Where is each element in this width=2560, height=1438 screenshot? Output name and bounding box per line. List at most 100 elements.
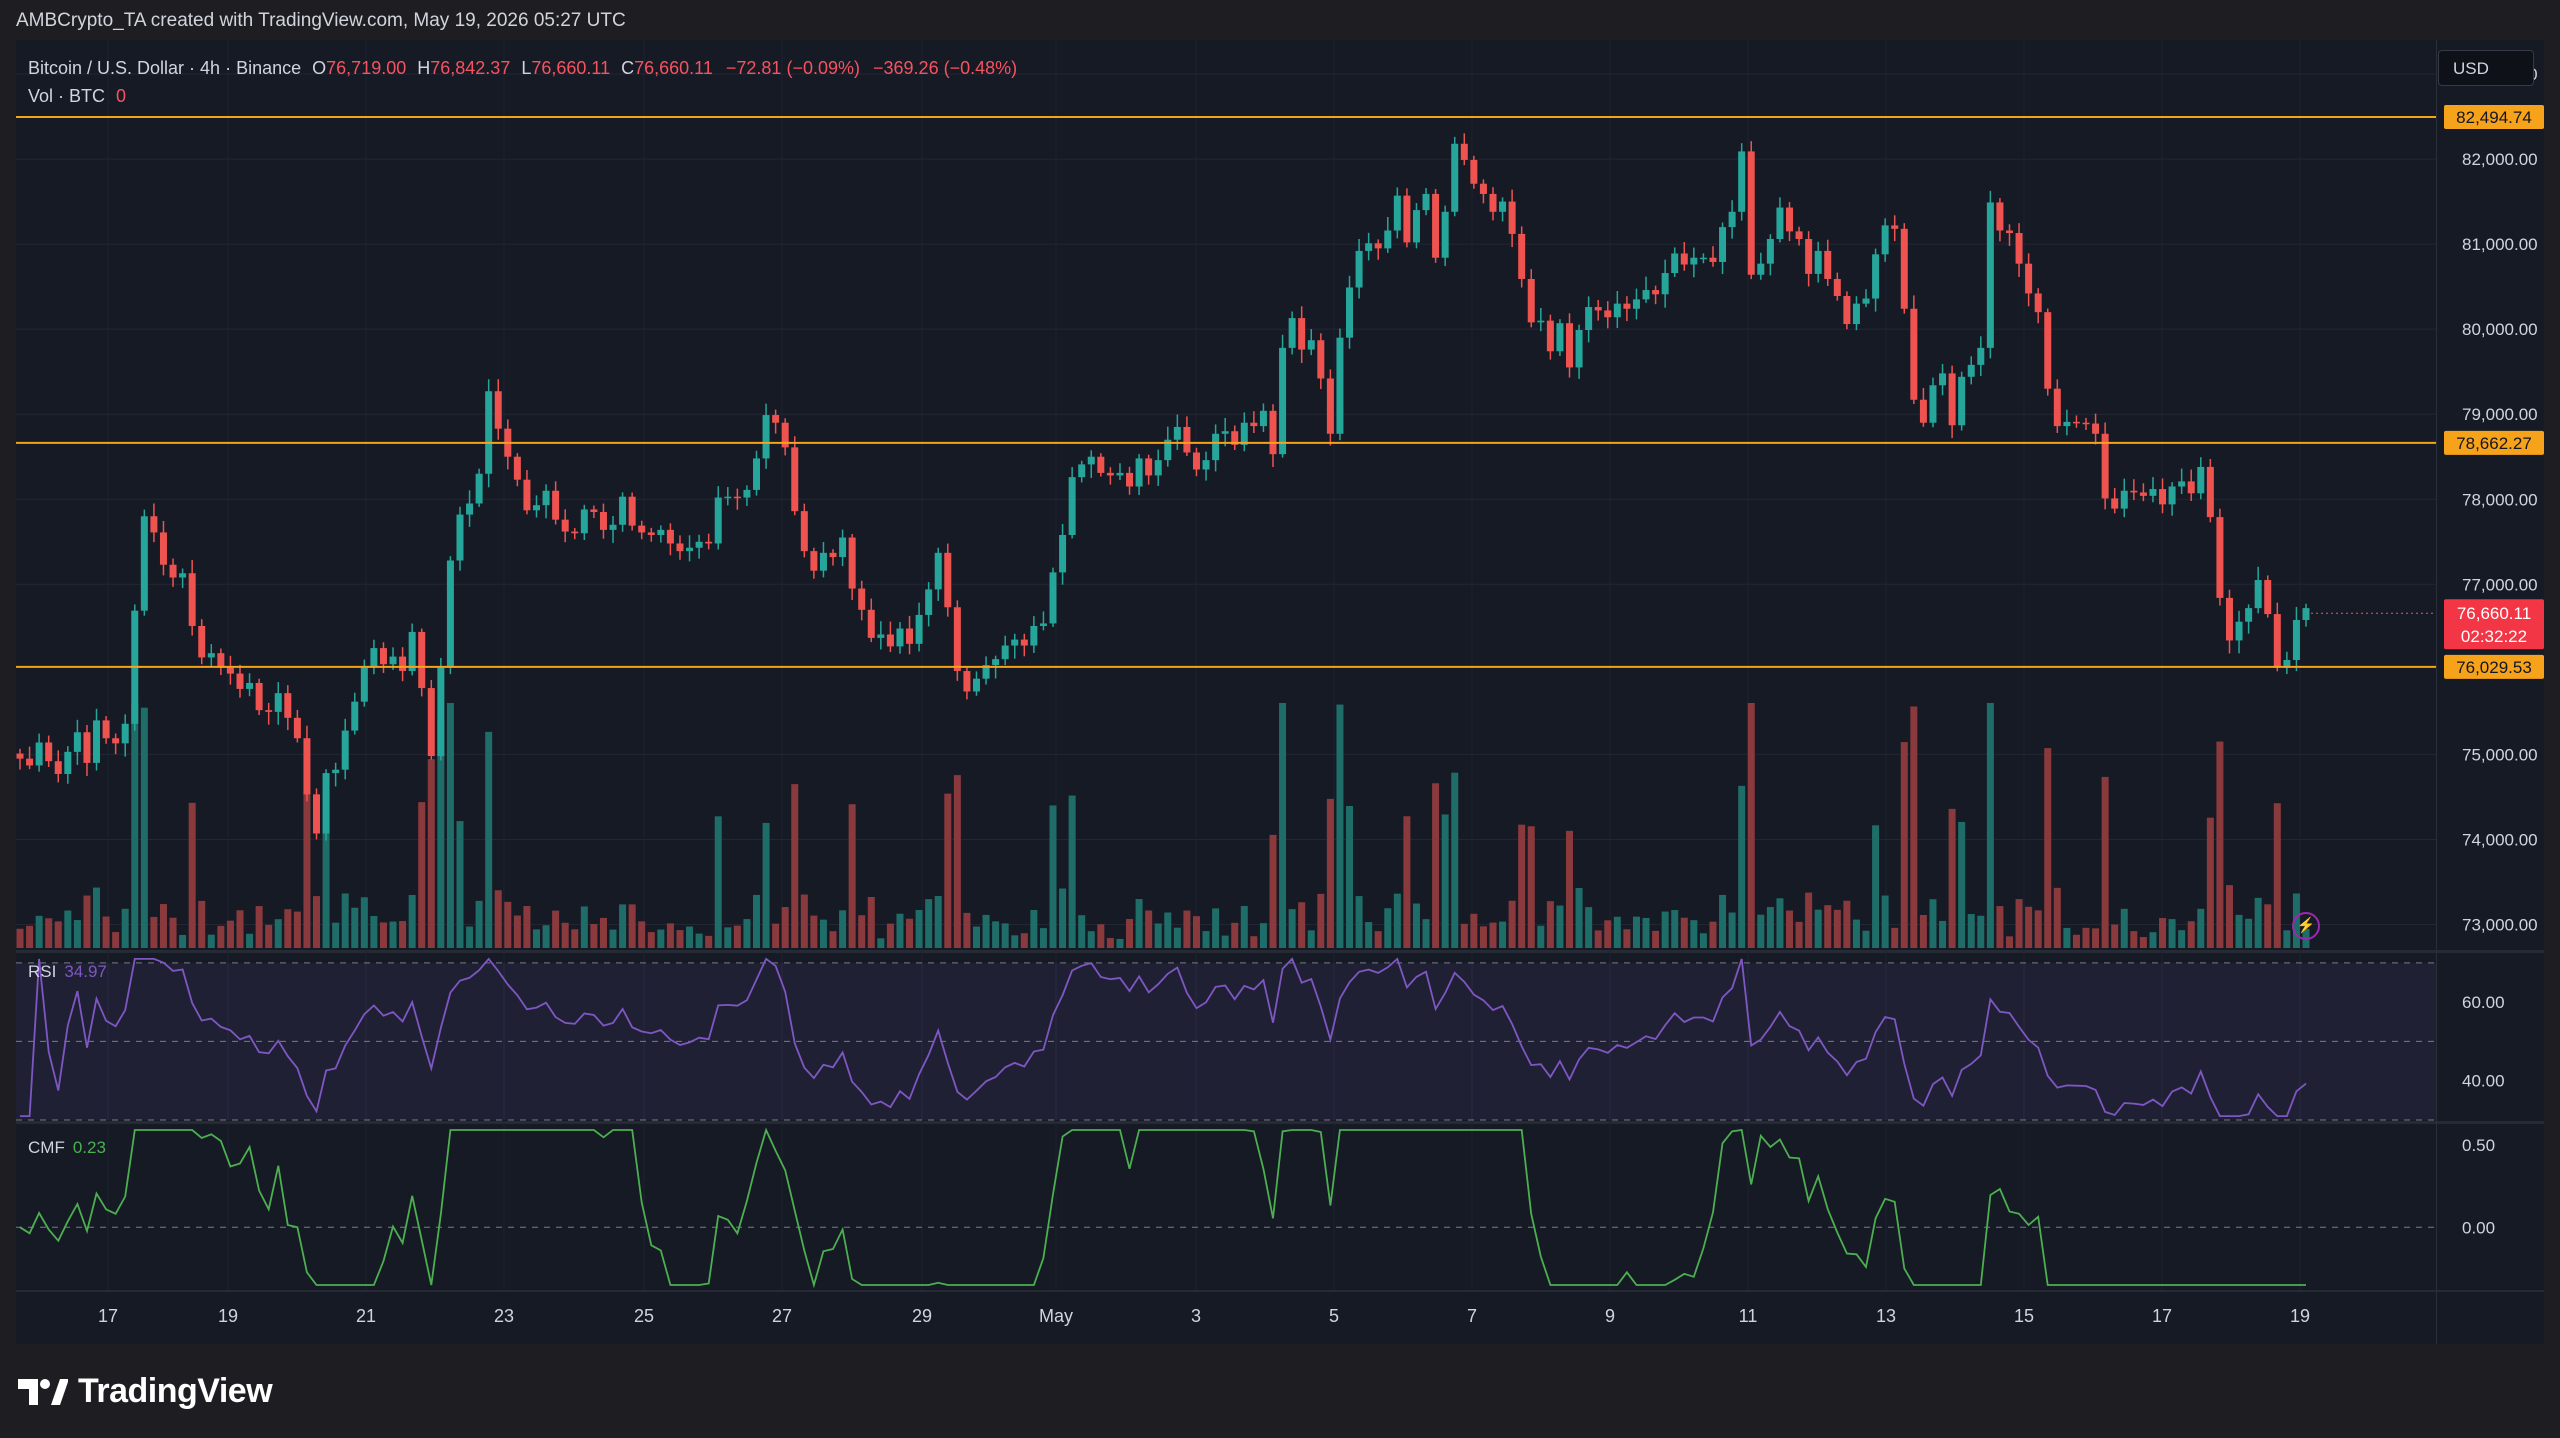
candle-body [2149,489,2157,496]
volume-bar [1365,922,1373,948]
volume-bar [647,932,655,948]
candle-body [1479,183,1487,194]
time-tick-label: 11 [1739,1306,1758,1326]
low-label: L [521,58,532,78]
volume-bar [1747,703,1755,948]
candle-body [571,531,579,534]
candle-body [1623,303,1631,309]
candle-body [552,490,560,520]
candle-body [733,496,741,499]
volume-bar [1470,913,1478,948]
bar-countdown-label: 02:32:22 [2461,627,2527,646]
volume-bar [1824,905,1832,948]
volume-bar [351,907,359,948]
candle-body [982,665,990,679]
volume-bar [246,933,254,948]
candle-body [2120,490,2128,509]
volume-bar [1919,915,1927,948]
candle-body [513,456,521,480]
candle-body [1843,295,1851,325]
volume-bar [829,931,837,948]
volume-bar [1384,908,1392,948]
volume-bar [2044,748,2052,948]
candle-body [972,678,980,692]
volume-bar [475,900,483,948]
volume-bar [1374,931,1382,948]
volume-bar [848,804,856,948]
candle-body [819,552,827,571]
candle-body [188,573,196,626]
volume-bar [733,925,741,948]
candle-body [2053,388,2061,427]
chart-frame[interactable]: 83,000.0082,000.0081,000.0080,000.0079,0… [16,40,2544,1344]
candle-body [676,543,684,552]
volume-bar [1518,824,1526,948]
volume-bar [16,928,24,948]
volume-bar [1192,916,1200,948]
volume-bar [121,908,129,948]
candle-body [1986,202,1994,348]
candle-body [485,391,493,474]
level-price-tag [2444,104,2544,129]
volume-bar [1346,805,1354,948]
volume-bar [1030,909,1038,948]
volume-bar [686,926,694,948]
candle-body [1145,458,1153,476]
volume-bar [408,894,416,948]
lightning-icon[interactable]: ⚡ [2292,912,2320,940]
candle-body [1422,193,1430,211]
volume-bar [332,922,340,948]
rsi-title: RSI [28,962,57,981]
volume-bar [140,707,148,948]
volume-bar [1202,931,1210,948]
volume-bar [2053,887,2061,948]
candle-body [1833,278,1841,296]
volume-bar [810,915,818,948]
candle-body [1307,340,1315,350]
candle-body [1240,422,1248,445]
volume-bar [1843,900,1851,948]
volume-bar [762,822,770,948]
volume-bar [179,934,187,948]
volume-bar [1059,888,1067,948]
volume-bar [274,919,282,948]
price-tick-label: 79,000.00 [2462,405,2538,424]
volume-bar [1355,896,1363,948]
candle-body [427,688,435,757]
candle-body [159,532,167,565]
candle-body [953,607,961,672]
volume-bar [1680,917,1688,948]
volume-bar [1728,912,1736,948]
currency-button[interactable]: USD [2438,50,2534,86]
volume-bar [886,923,894,948]
volume-bar [437,719,445,948]
volume-bar [2159,918,2167,948]
candle-body [1059,534,1067,573]
candle-body [714,497,722,544]
volume-bar [2120,908,2128,948]
candle-body [1441,211,1449,258]
candle-body [341,730,349,770]
rsi-legend: RSI 34.97 [28,962,107,982]
volume-bar [1279,703,1287,948]
price-axis-border [2436,40,2437,1344]
volume-bar [972,926,980,948]
volume-bar [695,933,703,948]
volume-bar [1116,938,1124,948]
volume-bar [1652,930,1660,948]
volume-bar [2149,932,2157,948]
rsi-tick-label: 40.00 [2462,1072,2505,1091]
time-tick-label: 5 [1329,1306,1339,1326]
low-value: 76,660.11 [531,58,611,78]
chart-canvas[interactable]: 83,000.0082,000.0081,000.0080,000.0079,0… [16,40,2544,1344]
candle-body [2273,614,2281,668]
candle-body [1699,257,1707,260]
candle-body [255,682,263,711]
volume-bar [858,915,866,948]
volume-bar [207,934,215,948]
volume-bar [322,790,330,948]
volume-value: 0 [116,86,127,106]
volume-bar [1862,930,1870,948]
volume-bar [2283,930,2291,948]
volume-bar [800,894,808,948]
